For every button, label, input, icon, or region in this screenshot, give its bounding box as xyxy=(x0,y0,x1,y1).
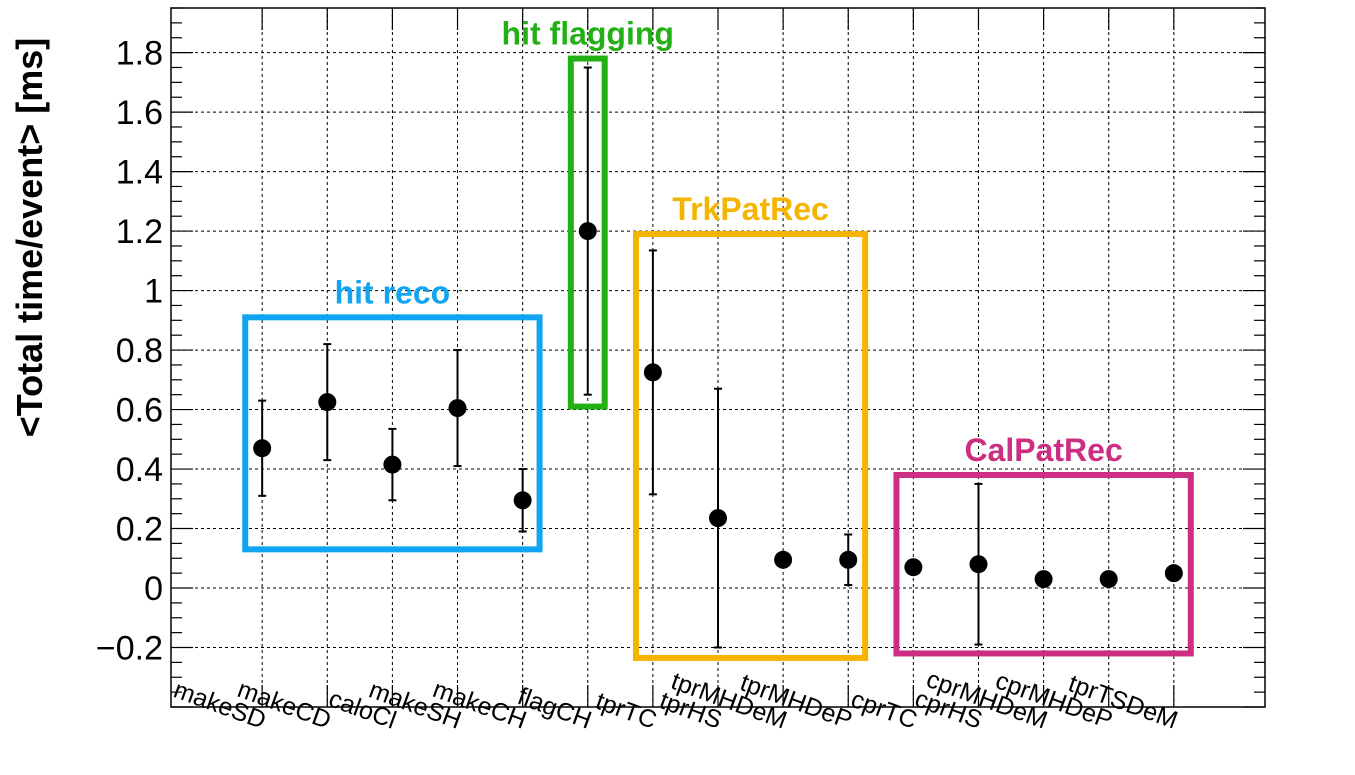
y-axis-ticks: −0.2 0 0.2 0.4 0.6 0.8 1 1.2 1.4 1.6 1.8 xyxy=(96,7,1265,708)
y-tick-label: 1.8 xyxy=(116,35,163,73)
data-point xyxy=(1164,564,1183,583)
y-axis-label: <Total time/event> [ms] xyxy=(9,38,50,437)
data-point xyxy=(904,558,923,577)
y-tick-label: 0.2 xyxy=(116,511,163,549)
y-tick-label: 1.6 xyxy=(116,94,163,132)
y-tick-label: 1.4 xyxy=(116,154,163,192)
data-point xyxy=(253,439,272,458)
group-box xyxy=(632,231,869,661)
group-box xyxy=(893,471,1194,657)
group-label: TrkPatRec xyxy=(672,191,829,227)
data-point xyxy=(1099,570,1118,589)
data-point xyxy=(643,363,662,382)
y-tick-label: 0.4 xyxy=(116,451,163,489)
group-label: hit reco xyxy=(335,274,451,310)
data-point xyxy=(969,555,988,574)
data-point xyxy=(448,399,467,418)
axis-labels: <Total time/event> [ms] xyxy=(9,38,50,437)
data-point xyxy=(839,550,858,569)
y-tick-label: 0 xyxy=(144,570,163,608)
y-tick-label: 0.6 xyxy=(116,392,163,430)
data-point xyxy=(578,222,597,241)
group-box xyxy=(242,314,543,553)
group-boxes: hit reco hit flagging TrkPatRec CalPatRec xyxy=(242,16,1194,661)
data-point xyxy=(709,509,727,528)
data-point xyxy=(1034,570,1053,589)
x-tick-label: tprTC xyxy=(592,687,660,735)
data-point xyxy=(383,455,402,474)
y-tick-label: 1 xyxy=(144,273,163,311)
y-tick-label: −0.2 xyxy=(96,630,163,668)
data-points xyxy=(253,66,1183,649)
group-box xyxy=(567,55,608,410)
y-tick-label: 0.8 xyxy=(116,332,163,370)
x-tick-label: cprTC xyxy=(847,685,921,735)
x-tick-label: flagCH xyxy=(514,682,595,734)
y-tick-label: 1.2 xyxy=(116,213,163,251)
group-label: CalPatRec xyxy=(964,432,1122,468)
x-axis-ticks: makeSDmakeCDcaloClmakeSHmakeCHflagCHtprT… xyxy=(170,8,1181,735)
data-point xyxy=(318,393,337,412)
data-point xyxy=(774,550,793,569)
data-point xyxy=(513,491,532,510)
group-label: hit flagging xyxy=(502,16,674,52)
